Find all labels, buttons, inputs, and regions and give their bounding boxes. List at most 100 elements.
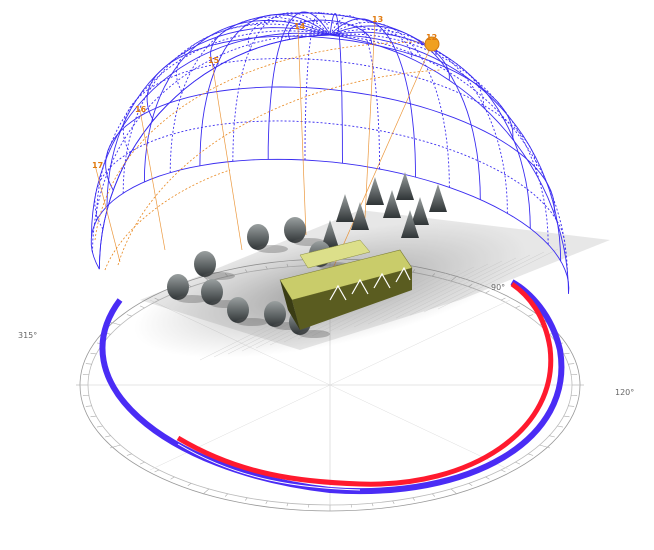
- sun-rays: [94, 19, 433, 276]
- compass-tick: [154, 469, 160, 473]
- compass-tick: [500, 469, 506, 473]
- compass-tick: [139, 461, 145, 465]
- dome-gridline: [105, 86, 555, 214]
- compass-label-west: 315°: [18, 331, 37, 340]
- dome-gridline: [91, 32, 331, 237]
- compass-tick: [468, 483, 473, 487]
- dome-gridline: [329, 34, 562, 261]
- tree-icon: [396, 172, 414, 200]
- compass-tick: [528, 314, 534, 317]
- ground-gridline: [325, 272, 447, 334]
- compass-tick: [96, 425, 103, 428]
- compass-tick: [202, 488, 210, 495]
- hour-label: 16: [135, 105, 147, 114]
- hour-labels: 17 16 15 14 13 12: [92, 15, 437, 170]
- compass-tick: [109, 321, 121, 326]
- compass-tick: [515, 461, 521, 465]
- dome-gridline: [232, 12, 331, 162]
- dome-gridline: [329, 28, 508, 214]
- tree-icon: [383, 190, 401, 218]
- dome-gridline: [329, 34, 569, 294]
- compass-tick: [109, 444, 121, 449]
- dome-gridline: [329, 31, 531, 229]
- compass-tick: [265, 500, 268, 504]
- sun-path-arcs: [94, 41, 441, 271]
- compass-tick: [500, 297, 506, 301]
- compass-tick: [308, 504, 310, 508]
- annual-sun-ring: [99, 279, 565, 495]
- ground-gridline: [409, 254, 531, 316]
- dome-gridline: [143, 20, 331, 182]
- ground-gridline: [381, 260, 503, 322]
- dome-gridline: [210, 12, 450, 81]
- ground-gridline: [437, 248, 559, 310]
- ground-gridline: [395, 257, 517, 319]
- compass-tick: [412, 497, 416, 501]
- tree-icon: [366, 177, 384, 205]
- dome-gridline: [169, 16, 331, 173]
- tree-icon: [227, 297, 268, 326]
- dome-gridline: [247, 12, 413, 59]
- tree-icon: [194, 251, 235, 280]
- compass-tick: [187, 483, 192, 487]
- compass-tick: [371, 503, 374, 507]
- hour-label: 13: [372, 15, 383, 24]
- tree-icon: [167, 274, 208, 303]
- tree-icon: [411, 197, 429, 225]
- compass-tick: [568, 363, 575, 365]
- ground-gridline: [367, 263, 489, 325]
- dome-gridline: [199, 14, 331, 166]
- compass-tick: [244, 497, 248, 501]
- tree-icon: [429, 184, 447, 212]
- compass-tick: [557, 425, 564, 428]
- compass-tick: [528, 453, 534, 456]
- dome-gridline: [122, 57, 538, 175]
- tree-icon: [247, 224, 288, 253]
- compass-tick: [139, 305, 145, 309]
- dome-gridline: [106, 27, 331, 207]
- compass-tick: [224, 493, 228, 497]
- compass-tick: [450, 488, 458, 495]
- hour-label: 15: [208, 56, 220, 65]
- dome-gridline: [329, 33, 549, 245]
- compass-tick: [126, 314, 132, 317]
- building: [279, 239, 413, 330]
- compass-tick: [485, 476, 490, 480]
- sun-icon: [424, 36, 440, 52]
- compass-label-ne: 90°: [491, 283, 505, 292]
- dome-gridline: [329, 21, 450, 188]
- dome-gridline: [304, 11, 331, 160]
- compass-tick: [286, 503, 289, 507]
- ground-gridline: [353, 266, 475, 328]
- dome-gridline: [329, 18, 416, 178]
- compass-tick: [515, 305, 521, 309]
- hour-label: 14: [294, 22, 306, 31]
- compass-tick: [568, 405, 575, 407]
- compass-tick: [392, 500, 395, 504]
- dome-gridline: [329, 25, 481, 200]
- dome-gridline: [329, 34, 568, 278]
- compass-tick: [563, 352, 570, 355]
- tree-icon: [351, 202, 369, 230]
- compass-tick: [432, 493, 436, 497]
- compass-tick: [350, 504, 352, 508]
- dome-gridline: [122, 23, 331, 194]
- compass-tick: [563, 415, 570, 418]
- ground-gridline: [339, 269, 461, 331]
- tree-icon: [401, 210, 419, 238]
- tree-icon: [321, 220, 339, 248]
- compass-tick: [90, 352, 97, 355]
- compass-labels: 315° 120° 90°: [18, 283, 634, 397]
- dome-gridline: [98, 34, 331, 270]
- compass-tick: [549, 435, 555, 438]
- hour-label: 12: [426, 33, 437, 42]
- sky-dome-grid: [90, 11, 570, 294]
- compass-tick: [85, 363, 92, 365]
- compass-tick: [105, 435, 111, 438]
- ground-gridline: [423, 251, 545, 313]
- compass-tick: [170, 476, 175, 480]
- hour-label: 17: [92, 161, 103, 170]
- compass-label-east: 120°: [615, 388, 634, 397]
- compass-tick: [126, 453, 132, 456]
